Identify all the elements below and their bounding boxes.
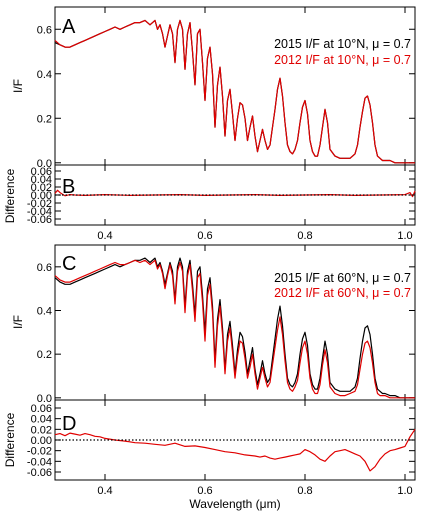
panel-d-label: D <box>62 413 76 435</box>
panel-b-xticks: 0.4 0.6 0.8 1.0 <box>97 165 413 242</box>
panel-b-ylabel: Difference <box>3 168 17 223</box>
panel-d-ylabel: Difference <box>3 412 17 467</box>
series-line-red <box>54 259 415 399</box>
panel-a-legend-1: 2015 I/F at 10°N, μ = 0.7 <box>274 37 411 51</box>
ytick-label: -0.02 <box>27 446 52 458</box>
ytick-label: 0.00 <box>31 435 52 447</box>
ytick-label: 0.0 <box>37 158 52 170</box>
ytick-label: 0.6 <box>37 24 52 36</box>
panel-a-xticks <box>104 7 406 165</box>
panel-d-xticks: 0.4 0.6 0.8 1.0 <box>97 400 413 497</box>
panel-c-yticks: 0.0 0.2 0.4 0.6 <box>37 262 415 405</box>
panel-b-series <box>54 189 416 198</box>
ytick-label: 0.06 <box>31 166 52 178</box>
ytick-label: 0.02 <box>31 424 52 436</box>
xtick-label: 1.0 <box>397 485 412 497</box>
panel-a: A I/F 0.0 0.2 0.4 0.6 2015 I/F at 10°N, μ =… <box>11 6 416 170</box>
panel-a-series <box>54 19 415 164</box>
panel-c-ylabel: I/F <box>11 315 25 329</box>
series-line-red <box>54 189 416 198</box>
ytick-label: 0.6 <box>37 262 52 274</box>
xtick-label: 0.8 <box>297 230 312 242</box>
panel-c-series <box>54 257 415 399</box>
panel-a-legend-2: 2012 I/F at 10°N, μ = 0.7 <box>274 53 411 67</box>
xtick-label: 0.4 <box>97 230 112 242</box>
ytick-label: 0.0 <box>37 393 52 405</box>
ytick-label: -0.02 <box>27 198 52 210</box>
panel-b-yticks: 0.060.040.020.00-0.02-0.04-0.06 <box>27 166 415 226</box>
series-line-black <box>54 257 415 399</box>
panel-c-xticks <box>104 245 406 400</box>
panel-d-yticks: 0.060.040.020.00-0.02-0.04-0.06 <box>27 403 415 479</box>
ytick-label: 0.4 <box>37 69 52 81</box>
panel-c: C I/F 0.0 0.2 0.4 0.6 2015 I/F at 60°N, μ =… <box>11 244 416 405</box>
panel-d: D Difference 0.060.040.020.00-0.02-0.04-… <box>3 399 416 511</box>
series-line-red <box>54 428 416 472</box>
panel-a-frame <box>54 6 416 166</box>
panel-a-yticks: 0.0 0.2 0.4 0.6 <box>37 24 415 170</box>
panel-b: B Difference 0.060.040.020.00-0.02-0.04-… <box>3 164 416 242</box>
panel-c-label: C <box>62 253 76 275</box>
ytick-label: 0.04 <box>31 174 52 186</box>
panel-a-label: A <box>62 16 76 38</box>
panel-b-label: B <box>62 176 75 198</box>
ytick-label: 0.02 <box>31 182 52 194</box>
panel-c-legend-1: 2015 I/F at 60°N, μ = 0.7 <box>274 271 411 285</box>
ytick-label: -0.06 <box>27 467 52 479</box>
ytick-label: 0.04 <box>31 414 52 426</box>
series-line-red <box>54 19 415 164</box>
ytick-label: 0.4 <box>37 305 52 317</box>
ytick-label: 0.2 <box>37 113 52 125</box>
ytick-label: 0.2 <box>37 349 52 361</box>
xtick-label: 0.4 <box>97 485 112 497</box>
panel-c-legend-2: 2012 I/F at 60°N, μ = 0.7 <box>274 286 411 300</box>
ytick-label: 0.06 <box>31 403 52 415</box>
xtick-label: 0.6 <box>197 230 212 242</box>
panel-d-xlabel: Wavelength (μm) <box>189 497 280 511</box>
ytick-label: -0.04 <box>27 456 52 468</box>
xtick-label: 1.0 <box>397 230 412 242</box>
panel-d-series <box>54 428 416 472</box>
ytick-label: 0.00 <box>31 190 52 202</box>
ytick-label: -0.04 <box>27 206 52 218</box>
xtick-label: 0.6 <box>197 485 212 497</box>
ytick-label: -0.06 <box>27 214 52 226</box>
xtick-label: 0.8 <box>297 485 312 497</box>
panel-a-ylabel: I/F <box>11 79 25 93</box>
